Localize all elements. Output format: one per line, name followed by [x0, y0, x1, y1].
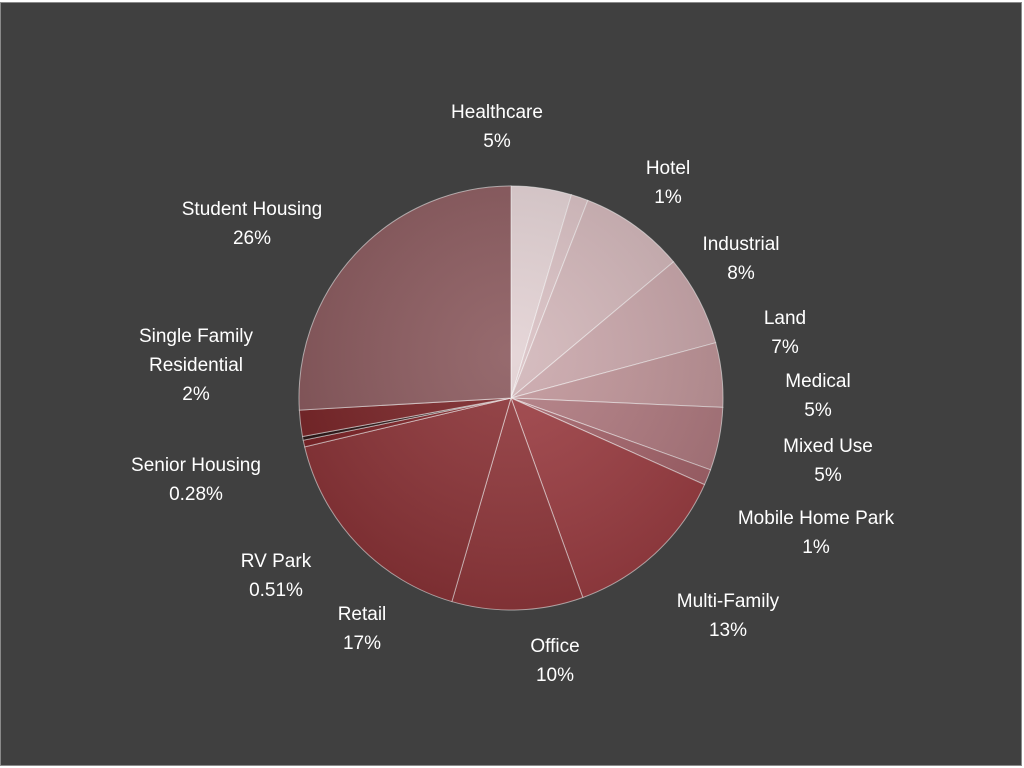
data-label-percent: 13%: [709, 620, 747, 641]
data-label-healthcare: Healthcare 5%: [451, 102, 543, 152]
data-label-rv-park: RV Park 0.51%: [241, 551, 312, 601]
pie-slice-student-housing[interactable]: [298, 185, 512, 411]
pie-slices: [298, 185, 724, 611]
data-label-percent: 1%: [802, 537, 830, 558]
data-label-percent: 2%: [182, 384, 210, 405]
data-label-senior-housing: Senior Housing 0.28%: [131, 455, 261, 505]
data-label-name: Single Family: [139, 326, 254, 347]
data-label-percent: 8%: [727, 263, 755, 284]
data-label-medical: Medical 5%: [785, 371, 850, 421]
data-label-name: Medical: [785, 371, 850, 392]
data-label-office: Office 10%: [530, 636, 579, 686]
data-label-name: RV Park: [241, 551, 312, 572]
data-label-percent: 26%: [233, 228, 271, 249]
data-label-percent: 5%: [804, 400, 832, 421]
data-label-percent: 0.28%: [169, 484, 223, 505]
data-label-retail: Retail 17%: [338, 604, 387, 654]
data-label-hotel: Hotel 1%: [646, 158, 690, 208]
data-label-single-family-residential: Single Family Residential 2%: [139, 326, 254, 405]
data-label-mobile-home-park: Mobile Home Park 1%: [738, 508, 895, 558]
data-label-land: Land 7%: [764, 308, 806, 358]
data-label-name: Senior Housing: [131, 455, 261, 476]
data-label-name: Land: [764, 308, 806, 329]
data-label-industrial: Industrial 8%: [702, 234, 779, 284]
data-label-name: Healthcare: [451, 102, 543, 123]
data-labels: Healthcare 5% Hotel 1% Industrial 8% Land 7% Med…: [131, 102, 895, 686]
data-label-percent: 17%: [343, 633, 381, 654]
data-label-percent: 7%: [771, 337, 799, 358]
data-label-percent: 5%: [483, 131, 511, 152]
data-label-name: Mixed Use: [783, 436, 873, 457]
data-label-name: Multi-Family: [677, 591, 780, 612]
data-label-percent: 1%: [654, 187, 682, 208]
data-label-name: Student Housing: [182, 199, 323, 220]
data-label-percent: 5%: [814, 465, 842, 486]
data-label-name: Mobile Home Park: [738, 508, 895, 529]
data-label-multi-family: Multi-Family 13%: [677, 591, 780, 641]
data-label-mixed-use: Mixed Use 5%: [783, 436, 873, 486]
data-label-name: Industrial: [702, 234, 779, 255]
data-label-name: Retail: [338, 604, 387, 625]
data-label-name: Office: [530, 636, 579, 657]
data-label-student-housing: Student Housing 26%: [182, 199, 323, 249]
data-label-percent: 10%: [536, 665, 574, 686]
data-label-name: Hotel: [646, 158, 690, 179]
data-label-percent: 0.51%: [249, 580, 303, 601]
data-label-name: Residential: [149, 355, 243, 376]
